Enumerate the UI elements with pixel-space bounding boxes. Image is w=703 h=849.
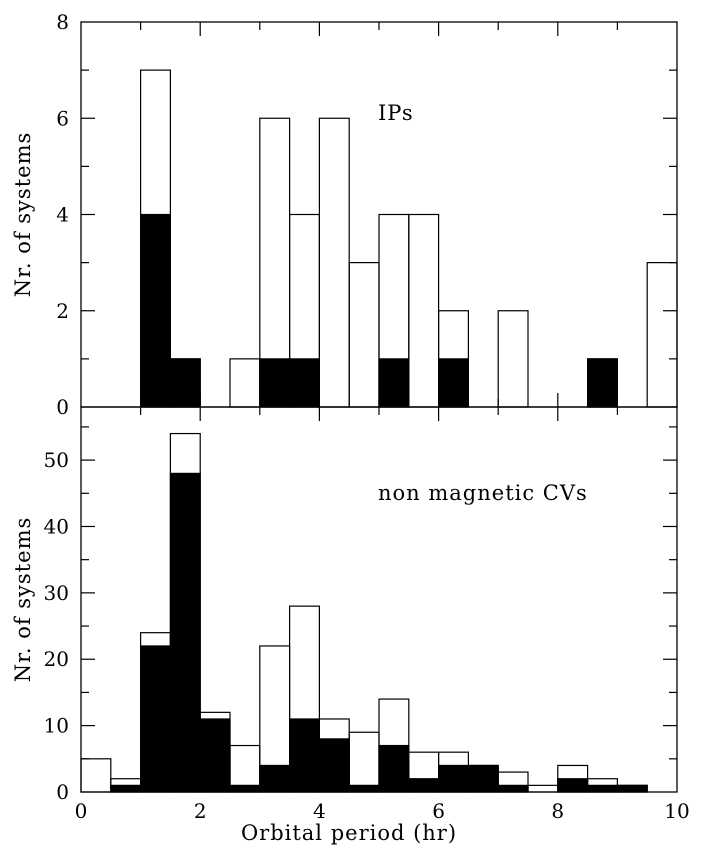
ips-filled-bar-10	[378, 358, 410, 408]
cvs-filled-bar-11	[408, 778, 440, 793]
ips-open-bar-9	[348, 262, 380, 408]
ips-filled-bar-17	[586, 358, 618, 408]
ips-filled-bar-3	[169, 358, 201, 408]
cvs-ytick-label-20: 20	[44, 647, 69, 671]
ips-panel-label: IPs	[378, 101, 414, 125]
xtick-label-0: 0	[75, 799, 88, 823]
cvs-filled-bar-9	[348, 784, 380, 793]
cvs-open-bar-0	[80, 758, 112, 793]
cvs-filled-bar-13	[467, 764, 499, 793]
cvs-filled-bar-16	[557, 778, 589, 793]
cvs-open-bar-9	[348, 731, 380, 793]
xtick-label-10: 10	[664, 799, 689, 823]
ips-open-bar-8	[318, 117, 350, 408]
non-magnetic-cvs-panel-label: non magnetic CVs	[378, 481, 588, 505]
ips-histogram-panel: 0 2 4 6 8 IPs Nr. of systems	[11, 10, 678, 419]
cvs-filled-bar-1	[110, 784, 142, 793]
ips-open-bar-14	[497, 310, 529, 408]
ips-filled-bar-6	[259, 358, 291, 408]
ips-ytick-label-8: 8	[56, 10, 69, 34]
cvs-ytick-label-40: 40	[44, 514, 69, 538]
ips-ytick-label-6: 6	[56, 106, 69, 130]
cvs-filled-bar-12	[438, 764, 470, 793]
cvs-filled-bar-4	[199, 718, 231, 793]
cvs-filled-bar-3	[169, 472, 201, 793]
cvs-ytick-label-50: 50	[44, 448, 69, 472]
ips-filled-bar-2	[140, 213, 172, 408]
cvs-ytick-label-0: 0	[56, 780, 69, 804]
cvs-filled-bar-2	[140, 645, 172, 793]
cvs-filled-bar-6	[259, 764, 291, 793]
x-axis-label: Orbital period (hr)	[241, 821, 457, 845]
top-y-axis-label: Nr. of systems	[11, 132, 35, 298]
ips-ytick-label-4: 4	[56, 203, 69, 227]
cvs-filled-bar-7	[289, 718, 321, 793]
cvs-ytick-label-10: 10	[44, 714, 69, 738]
cvs-filled-bar-10	[378, 744, 410, 793]
xtick-label-8: 8	[551, 799, 564, 823]
cvs-open-bar-15	[527, 784, 559, 793]
cvs-filled-bar-17	[586, 784, 618, 793]
ips-open-bar-11	[408, 213, 440, 408]
ips-ytick-label-2: 2	[56, 299, 69, 323]
ips-open-bar-5	[229, 358, 261, 408]
xtick-label-4: 4	[313, 799, 326, 823]
ips-open-bar-19	[646, 262, 678, 408]
ips-filled-bar-7	[289, 358, 321, 408]
ips-filled-bar-12	[438, 358, 470, 408]
non-magnetic-cvs-histogram-panel: 0 10 20 30 40 50 0 2 4 6 8 10 non magnetic CVs Nr.…	[11, 406, 690, 845]
ips-ytick-label-0: 0	[56, 395, 69, 419]
cvs-filled-bar-8	[318, 738, 350, 793]
cvs-filled-bar-18	[616, 784, 648, 793]
cvs-filled-bar-5	[229, 784, 261, 793]
xtick-label-2: 2	[194, 799, 207, 823]
bottom-y-axis-label: Nr. of systems	[11, 517, 35, 683]
xtick-label-6: 6	[432, 799, 445, 823]
cvs-filled-bar-14	[497, 784, 529, 793]
cvs-ytick-label-30: 30	[44, 581, 69, 605]
